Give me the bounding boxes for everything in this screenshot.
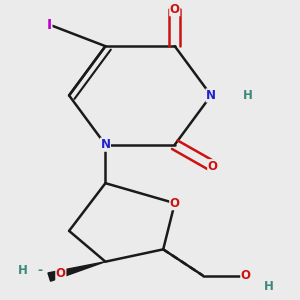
Text: H: H xyxy=(242,89,252,102)
Text: O: O xyxy=(241,269,251,282)
Text: H: H xyxy=(264,280,274,293)
Text: I: I xyxy=(47,18,52,32)
Text: N: N xyxy=(206,89,216,102)
Text: N: N xyxy=(100,138,110,151)
Text: -: - xyxy=(38,264,43,278)
Text: O: O xyxy=(56,268,66,281)
Text: O: O xyxy=(170,3,180,16)
Text: H: H xyxy=(18,264,28,278)
Text: O: O xyxy=(170,197,180,210)
Text: O: O xyxy=(208,160,218,173)
Polygon shape xyxy=(48,262,105,281)
